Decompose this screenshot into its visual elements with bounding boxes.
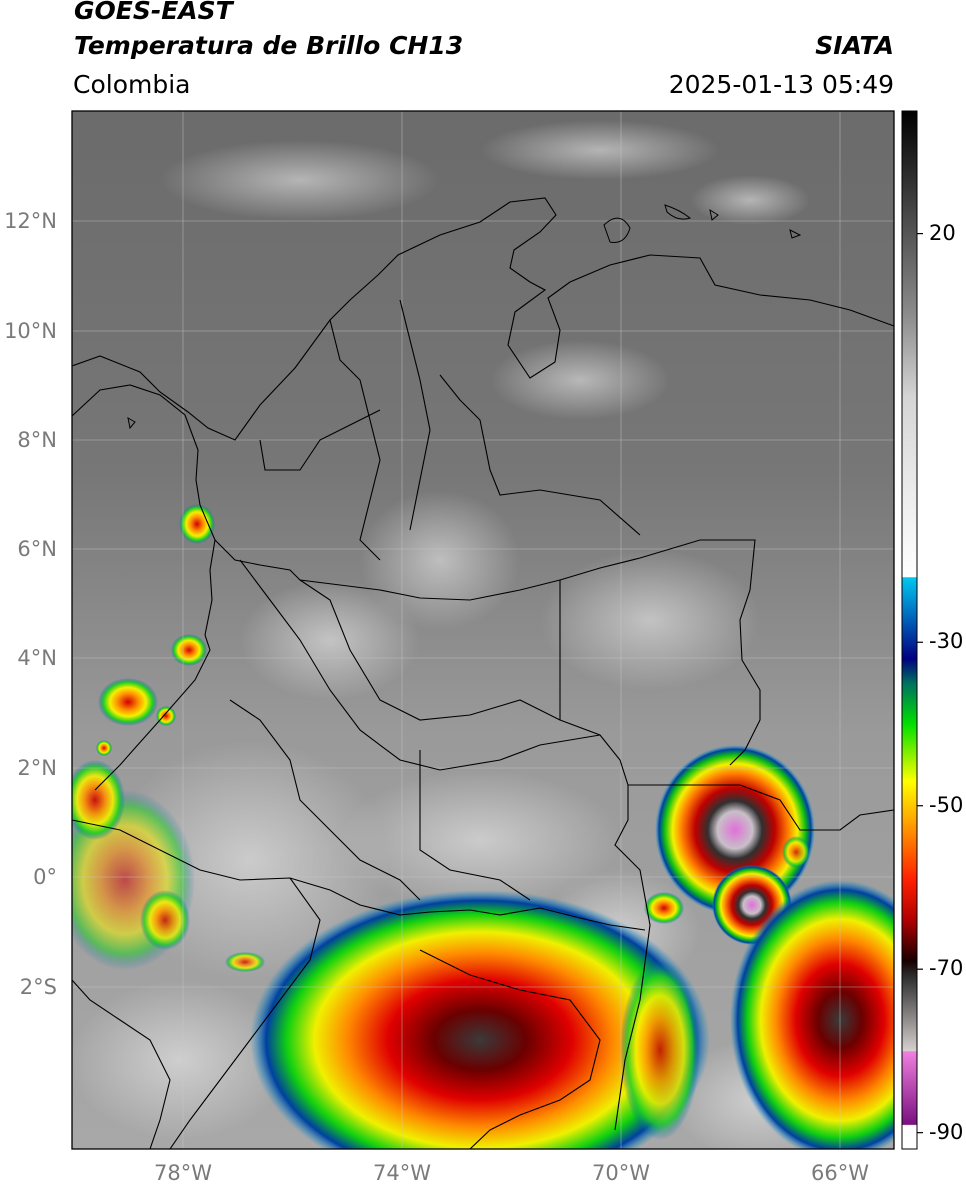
lat-label: 8°N [17,428,57,452]
colorbar-label: 20 [929,220,956,245]
lon-label: 78°W [154,1161,212,1185]
timestamp-label: 2025-01-13 05:49 [668,70,894,99]
storm-amazon-west [250,890,710,1149]
storm-cells [72,504,894,1149]
satellite-title: GOES-EAST [74,0,233,25]
colorbar-label: -30 [929,629,964,654]
organization-label: SIATA [815,31,894,60]
colorbar-label: -50 [929,792,964,817]
lon-label: 70°W [592,1161,650,1185]
imagery-layer [72,111,894,1149]
storm-amazon-east [730,880,894,1149]
lat-label: 0° [33,865,57,889]
islands [127,204,802,430]
lat-label: 2°N [17,756,57,780]
lat-label: 6°N [17,537,57,561]
product-title: Temperatura de Brillo CH13 [74,31,464,60]
lat-label: 4°N [17,646,57,670]
lat-label: 12°N [4,209,57,233]
lon-label: 66°W [811,1161,869,1185]
colorbar-label: -90 [929,1119,964,1144]
lon-label: 74°W [373,1161,431,1185]
colorbar-bar [901,110,918,1150]
lat-label: 10°N [4,319,57,343]
coastline-and-borders [72,197,894,1149]
map-frame [71,110,895,1150]
storm-pacific-south [171,634,207,666]
colorbar [901,110,923,1150]
lat-label: 2°S [19,975,57,999]
colorbar-label: -70 [929,956,964,981]
region-label: Colombia [73,70,191,99]
storm-pacific-north [179,504,215,544]
